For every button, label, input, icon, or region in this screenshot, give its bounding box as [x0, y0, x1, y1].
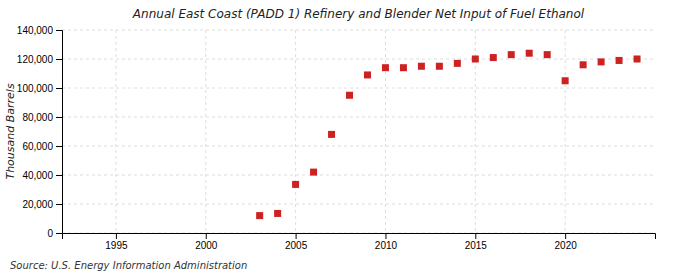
point: [292, 181, 299, 188]
y-axis: 0 20,000 40,000 60,000 80,000 100,000 120,000 1…: [17, 25, 63, 239]
point: [454, 60, 461, 67]
tick-mark: [56, 117, 62, 118]
tick: 1995: [105, 233, 128, 251]
point: [310, 169, 317, 176]
tick-mark: [475, 233, 476, 239]
grid-line: [205, 30, 206, 233]
tick-mark: [56, 175, 62, 176]
point: [274, 210, 281, 217]
tick: 60,000: [22, 141, 62, 152]
tick-mark: [56, 59, 62, 60]
point: [400, 64, 407, 71]
tick-mark: [56, 30, 62, 31]
tick-label: 100,000: [17, 83, 54, 94]
point: [490, 54, 497, 61]
point: [544, 51, 551, 58]
y-axis-title: Thousand Barrels: [4, 83, 17, 179]
tick: 2000: [195, 233, 218, 251]
grid-line: [62, 117, 655, 118]
grid-line: [62, 30, 655, 31]
point: [580, 61, 587, 68]
tick-mark: [296, 233, 297, 239]
tick: 2010: [375, 233, 398, 251]
point: [382, 64, 389, 71]
point: [634, 56, 641, 63]
point: [562, 77, 569, 84]
tick-label: 2010: [375, 240, 398, 251]
x-axis: 1995 2000 2005 2010 2015 2020: [63, 233, 656, 251]
grid: [62, 30, 655, 233]
tick: 80,000: [22, 112, 62, 123]
grid-line: [295, 30, 296, 233]
tick: 2005: [285, 233, 308, 251]
tick-mark: [385, 233, 386, 239]
chart: 1995 2000 2005 2010 2015 2020 0 20,000 40,000 60,…: [0, 0, 675, 275]
tick: 20,000: [22, 199, 62, 210]
grid-line: [565, 30, 566, 233]
point: [472, 56, 479, 63]
point: [418, 63, 425, 70]
plot: 1995 2000 2005 2010 2015 2020 0 20,000 40,000 60,…: [17, 25, 656, 251]
tick-label: 2020: [555, 240, 578, 251]
tick-label: 2000: [195, 240, 218, 251]
grid-line: [62, 59, 655, 60]
tick-mark: [56, 146, 62, 147]
tick-label: 120,000: [17, 54, 54, 65]
tick-mark: [56, 204, 62, 205]
annotation: Source: U.S. Energy Information Administ…: [10, 260, 247, 271]
grid-line: [62, 204, 655, 205]
grid-line: [385, 30, 386, 233]
tick-label: 2015: [465, 240, 488, 251]
tick: 40,000: [22, 170, 62, 181]
tick-label: 1995: [105, 240, 128, 251]
grid-line: [62, 175, 655, 176]
grid-line: [62, 146, 655, 147]
tick: 2015: [465, 233, 488, 251]
point: [256, 212, 263, 219]
grid-line: [62, 88, 655, 89]
tick-label: 40,000: [22, 170, 53, 181]
tick: 100,000: [17, 83, 62, 94]
tick-mark: [116, 233, 117, 239]
tick-label: 20,000: [22, 199, 53, 210]
tick: 140,000: [17, 25, 62, 36]
axis-line: [56, 31, 63, 234]
tick: 0: [47, 228, 62, 239]
tick-label: 2005: [285, 240, 308, 251]
point: [346, 92, 353, 99]
tick-label: 80,000: [22, 112, 53, 123]
point: [508, 51, 515, 58]
title: Annual East Coast (PADD 1) Refinery and …: [132, 7, 585, 21]
tick-label: 60,000: [22, 141, 53, 152]
tick-mark: [56, 88, 62, 89]
point: [598, 58, 605, 65]
point: [616, 57, 623, 64]
axis-line: [63, 234, 656, 240]
point: [328, 131, 335, 138]
point: [526, 50, 533, 57]
tick-mark: [206, 233, 207, 239]
tick-mark: [565, 233, 566, 239]
tick-mark: [56, 233, 62, 234]
tick: 120,000: [17, 54, 62, 65]
point: [436, 63, 443, 70]
points: [256, 50, 640, 219]
tick: 2020: [555, 233, 578, 251]
tick-label: 140,000: [17, 25, 54, 36]
grid-line: [115, 30, 116, 233]
tick-label: 0: [47, 228, 53, 239]
point: [364, 71, 371, 78]
